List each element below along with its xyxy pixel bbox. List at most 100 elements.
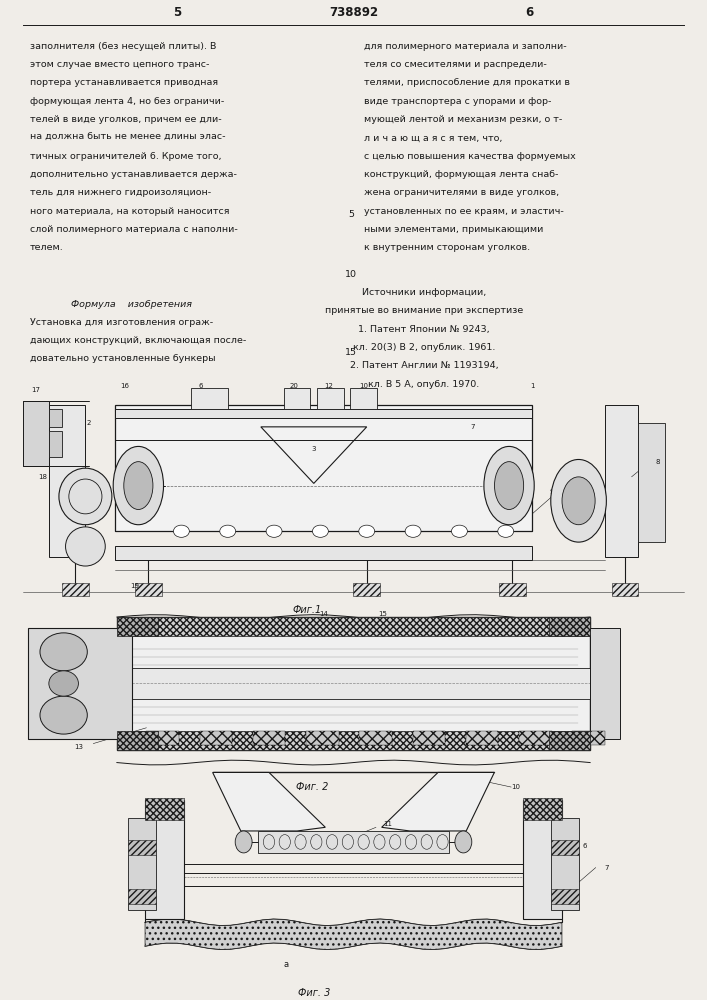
Bar xyxy=(49,405,86,557)
Text: 738892: 738892 xyxy=(329,6,378,19)
Bar xyxy=(128,818,156,910)
Text: Фиг. 2: Фиг. 2 xyxy=(296,782,328,792)
Bar xyxy=(590,628,620,739)
Bar xyxy=(522,800,562,919)
Text: телями, приспособление для прокатки в: телями, приспособление для прокатки в xyxy=(364,78,570,87)
Bar xyxy=(128,840,156,855)
Bar xyxy=(354,583,380,596)
Text: кл. В 5 А, опубл. 1970.: кл. В 5 А, опубл. 1970. xyxy=(368,380,479,389)
Text: портера устанавливается приводная: портера устанавливается приводная xyxy=(30,78,218,87)
Bar xyxy=(549,617,590,636)
Bar xyxy=(306,731,339,745)
Text: к внутренним сторонам уголков.: к внутренним сторонам уголков. xyxy=(364,243,530,252)
Bar xyxy=(117,731,590,750)
Text: установленных по ее краям, и эластич-: установленных по ее краям, и эластич- xyxy=(364,207,563,216)
Bar xyxy=(551,818,579,910)
Ellipse shape xyxy=(358,525,375,537)
Text: 15: 15 xyxy=(345,348,357,357)
Bar xyxy=(253,731,286,745)
Text: тичных ограничителей 6. Кроме того,: тичных ограничителей 6. Кроме того, xyxy=(30,152,221,161)
Ellipse shape xyxy=(40,633,87,671)
Text: a: a xyxy=(284,960,288,969)
Text: 2: 2 xyxy=(86,420,91,426)
Bar xyxy=(145,800,185,919)
Ellipse shape xyxy=(113,446,163,525)
Text: дополнительно устанавливается держа-: дополнительно устанавливается держа- xyxy=(30,170,236,179)
Text: дающих конструкций, включающая после-: дающих конструкций, включающая после- xyxy=(30,336,246,345)
Bar xyxy=(117,617,590,750)
Ellipse shape xyxy=(40,696,87,734)
Text: 5: 5 xyxy=(349,210,354,219)
Bar xyxy=(466,731,498,745)
Text: на должна быть не менее длины элас-: на должна быть не менее длины элас- xyxy=(30,133,225,142)
Bar xyxy=(146,731,179,745)
Text: 6: 6 xyxy=(583,843,587,849)
Text: ного материала, на который наносится: ного материала, на который наносится xyxy=(30,207,229,216)
Text: с целью повышения качества формуемых: с целью повышения качества формуемых xyxy=(364,152,575,161)
Bar xyxy=(499,583,525,596)
Text: 7: 7 xyxy=(470,424,475,430)
Bar xyxy=(573,731,605,745)
Bar xyxy=(549,731,590,750)
Bar xyxy=(317,388,344,409)
Bar xyxy=(117,668,590,699)
Text: ными элементами, примыкающими: ными элементами, примыкающими xyxy=(364,225,544,234)
Ellipse shape xyxy=(220,525,235,537)
Text: Фиг.1: Фиг.1 xyxy=(293,605,322,615)
Text: конструкций, формующая лента снаб-: конструкций, формующая лента снаб- xyxy=(364,170,559,179)
Text: 1. Патент Японии № 9243,: 1. Патент Японии № 9243, xyxy=(358,325,490,334)
Text: 18: 18 xyxy=(38,474,47,480)
Ellipse shape xyxy=(66,527,105,566)
Bar xyxy=(551,840,579,855)
Polygon shape xyxy=(213,772,325,831)
Polygon shape xyxy=(382,772,494,831)
Text: Установка для изготовления ограж-: Установка для изготовления ограж- xyxy=(30,318,213,327)
Bar xyxy=(135,583,161,596)
Text: довательно установленные бункеры: довательно установленные бункеры xyxy=(30,354,215,363)
Text: жена ограничителями в виде уголков,: жена ограничителями в виде уголков, xyxy=(364,188,559,197)
Text: 12: 12 xyxy=(324,383,333,389)
Ellipse shape xyxy=(312,525,328,537)
Text: 10: 10 xyxy=(511,784,520,790)
Text: 3: 3 xyxy=(312,446,316,452)
Bar xyxy=(413,731,445,745)
Ellipse shape xyxy=(494,462,524,509)
Polygon shape xyxy=(145,919,562,949)
Text: тель для нижнего гидроизоляцион-: тель для нижнего гидроизоляцион- xyxy=(30,188,211,197)
Bar xyxy=(519,731,551,745)
Text: Источники информации,: Источники информации, xyxy=(362,288,486,297)
Text: 1: 1 xyxy=(530,383,534,389)
Ellipse shape xyxy=(59,468,112,525)
Bar xyxy=(199,731,232,745)
Text: Формула    изобретения: Формула изобретения xyxy=(71,300,192,309)
Text: 17: 17 xyxy=(31,387,40,393)
Ellipse shape xyxy=(551,459,607,542)
Text: 5: 5 xyxy=(173,6,182,19)
Text: виде транспортера с упорами и фор-: виде транспортера с упорами и фор- xyxy=(364,97,551,106)
Ellipse shape xyxy=(173,525,189,537)
Ellipse shape xyxy=(562,477,595,525)
Bar xyxy=(350,388,377,409)
Bar xyxy=(145,798,185,820)
Text: 6: 6 xyxy=(199,383,204,389)
Bar xyxy=(117,617,590,636)
Text: заполнителя (без несущей плиты). В: заполнителя (без несущей плиты). В xyxy=(30,42,216,51)
Bar xyxy=(62,583,88,596)
Text: 6: 6 xyxy=(525,6,534,19)
Text: для полимерного материала и заполни-: для полимерного материала и заполни- xyxy=(364,42,567,51)
Text: 15: 15 xyxy=(379,611,387,617)
Bar xyxy=(258,831,449,853)
Text: слой полимерного материала с наполни-: слой полимерного материала с наполни- xyxy=(30,225,238,234)
Text: 10: 10 xyxy=(359,383,368,389)
Bar xyxy=(117,617,158,636)
Ellipse shape xyxy=(405,525,421,537)
Text: 14: 14 xyxy=(320,611,328,617)
Bar xyxy=(551,889,579,904)
Bar xyxy=(128,889,156,904)
Text: 13: 13 xyxy=(56,680,65,686)
Bar xyxy=(638,423,665,542)
Text: 16: 16 xyxy=(121,383,129,389)
Bar xyxy=(605,405,638,557)
Bar xyxy=(115,405,532,531)
Bar xyxy=(284,388,310,409)
